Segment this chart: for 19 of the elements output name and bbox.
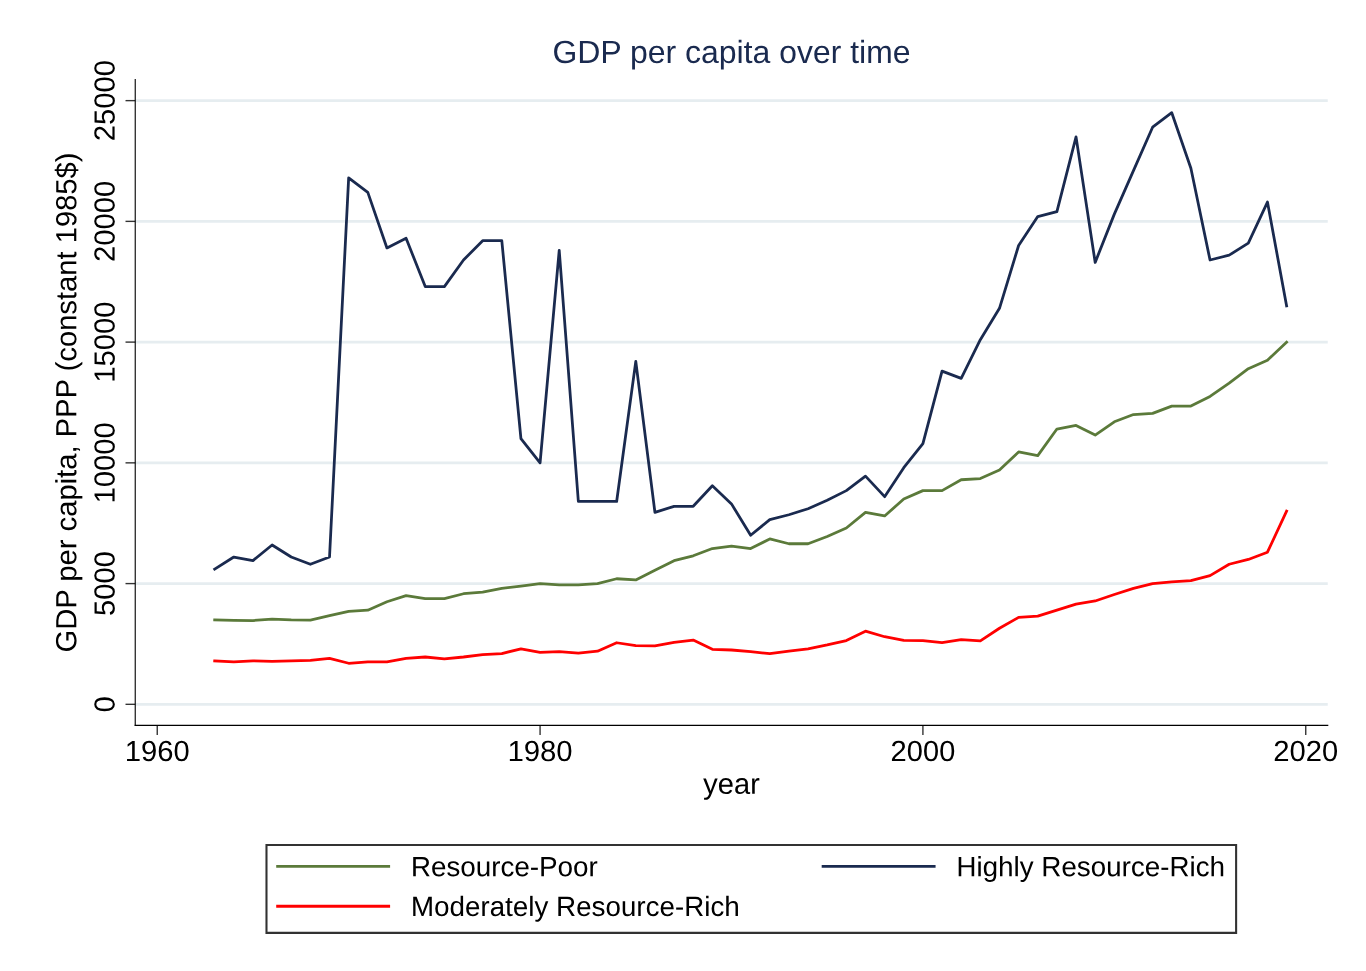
line-series — [213, 111, 1288, 571]
chart-title: GDP per capita over time — [554, 39, 910, 70]
x-tick-label: 2000 — [891, 740, 955, 762]
x-tick-label: 1960 — [127, 740, 189, 762]
x-tick-label: 2020 — [1274, 740, 1338, 762]
legend-label: Resource-Poor — [413, 857, 598, 877]
y-tick-label: 20000 — [94, 181, 115, 261]
y-tick-label: 10000 — [94, 423, 115, 502]
y-tick-label: 15000 — [94, 302, 115, 381]
y-tick-label: 25000 — [94, 61, 115, 140]
y-tick-label: 5000 — [94, 552, 115, 615]
y-axis-title: GDP per capita, PPP (constant 1985$) — [54, 154, 83, 651]
legend-label: Highly Resource-Rich — [958, 856, 1224, 882]
x-axis-title: year — [703, 778, 760, 800]
legend-label: Moderately Resource-Rich — [413, 895, 738, 922]
x-tick-label: 1980 — [509, 740, 572, 762]
line-series — [213, 340, 1288, 622]
y-tick-label: 0 — [94, 697, 115, 712]
line-series — [213, 509, 1288, 665]
